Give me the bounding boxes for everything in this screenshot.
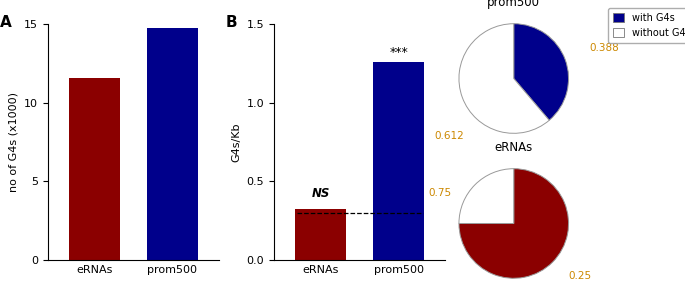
Text: NS: NS	[312, 187, 330, 200]
Wedge shape	[459, 24, 549, 133]
Text: 0.25: 0.25	[569, 271, 592, 281]
Legend: with G4s, without G4s: with G4s, without G4s	[608, 8, 685, 43]
Bar	[373, 62, 424, 260]
Y-axis label: G4s/Kb: G4s/Kb	[231, 122, 241, 162]
Text: 0.612: 0.612	[434, 131, 464, 141]
Text: B: B	[226, 15, 238, 30]
Text: 0.75: 0.75	[429, 188, 452, 198]
Text: ***: ***	[389, 46, 408, 59]
Title: eRNAs: eRNAs	[495, 141, 533, 154]
Wedge shape	[459, 169, 569, 278]
Title: prom500: prom500	[487, 0, 540, 9]
Text: 0.388: 0.388	[589, 43, 619, 53]
Text: A: A	[0, 15, 12, 30]
Bar	[295, 210, 346, 260]
Bar	[69, 78, 120, 260]
Wedge shape	[459, 169, 514, 223]
Y-axis label: no of G4s (x1000): no of G4s (x1000)	[9, 92, 18, 192]
Wedge shape	[514, 24, 569, 120]
Bar	[147, 28, 198, 260]
